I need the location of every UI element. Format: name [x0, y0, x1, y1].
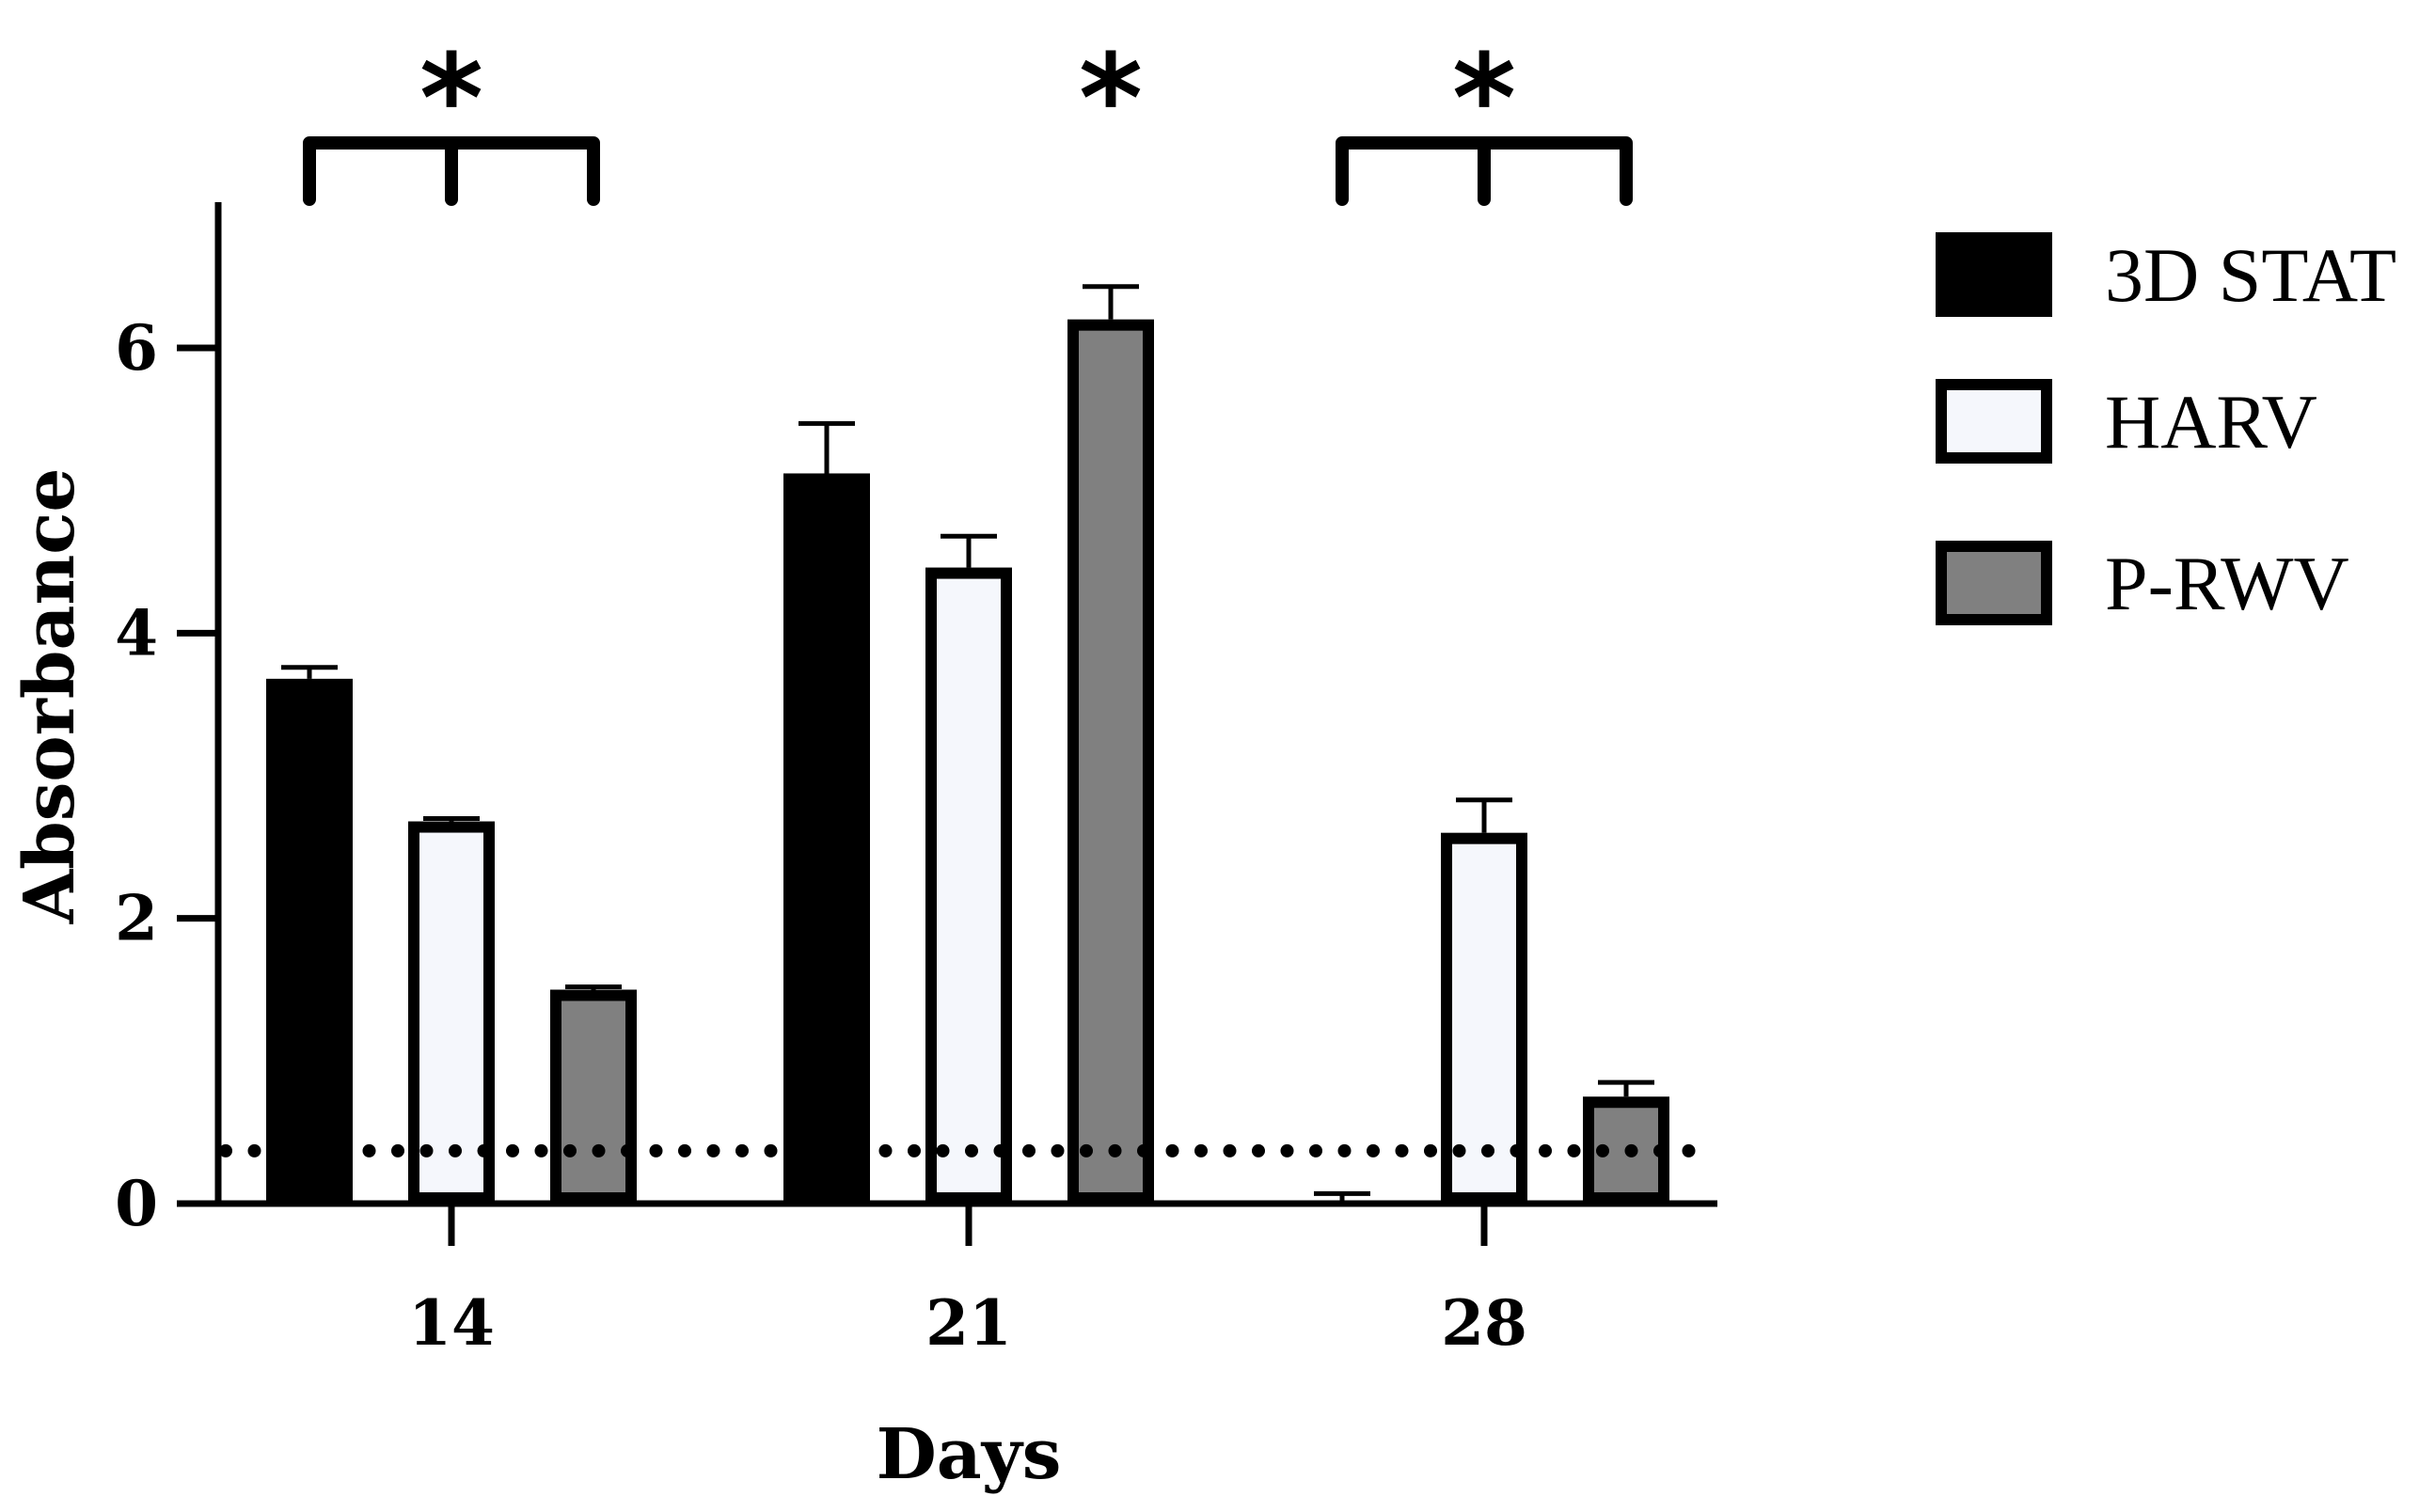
- significance-star-day-28: *: [1452, 27, 1516, 170]
- bar-p-rwv-day-21: [1067, 319, 1154, 1204]
- bar-p-rwv-day-14: [550, 989, 637, 1204]
- bar-3d-stat-day-14: [266, 678, 353, 1204]
- bar-harv-day-21: [925, 567, 1012, 1204]
- bar-3d-stat-day-21: [783, 473, 870, 1204]
- error-bar-harv-day-28: [1456, 797, 1512, 833]
- legend: 3D STAT HARV P-RWV: [1936, 232, 2396, 626]
- y-tick-label-2: 2: [115, 882, 158, 955]
- significance-day-21: *: [1079, 27, 1143, 170]
- significance-day-28: *: [1336, 27, 1633, 206]
- bar-harv-day-14: [408, 821, 495, 1204]
- error-bar-p-rwv-day-14: [565, 984, 622, 990]
- x-tick-label-21: 21: [925, 1286, 1012, 1360]
- x-tick-label-14: 14: [408, 1286, 495, 1360]
- axes-layer: 0 2 4 6 14 21 28: [115, 202, 1717, 1360]
- significance-bracket-day-28: [1336, 136, 1633, 206]
- legend-swatch-p-rwv: [1936, 541, 2052, 625]
- error-bar-harv-day-14: [423, 816, 480, 822]
- legend-item-harv: HARV: [1936, 379, 2317, 465]
- y-tick-label-0: 0: [115, 1167, 158, 1240]
- x-axis-label: Days: [877, 1414, 1062, 1495]
- error-bar-p-rwv-day-21: [1083, 284, 1139, 320]
- significance-star-day-21: *: [1079, 27, 1143, 170]
- significance-layer: * * *: [303, 27, 1633, 206]
- significance-bracket-day-14: [303, 136, 600, 206]
- legend-swatch-3d-stat: [1936, 232, 2052, 317]
- legend-label-harv: HARV: [2105, 379, 2317, 465]
- error-bar-3d-stat-day-14: [281, 665, 338, 679]
- bar-harv-day-28: [1441, 832, 1527, 1205]
- legend-item-p-rwv: P-RWV: [1936, 541, 2349, 626]
- y-tick-label-6: 6: [115, 311, 158, 385]
- error-bars-layer: [281, 284, 1654, 1204]
- significance-day-14: *: [303, 27, 600, 206]
- error-bar-p-rwv-day-28: [1598, 1079, 1654, 1097]
- bars-layer: [266, 319, 1669, 1205]
- legend-swatch-harv: [1936, 379, 2052, 464]
- significance-star-day-14: *: [419, 27, 483, 170]
- legend-label-p-rwv: P-RWV: [2105, 541, 2349, 626]
- error-bar-3d-stat-day-21: [798, 420, 855, 474]
- y-tick-label-4: 4: [115, 596, 158, 669]
- x-tick-label-28: 28: [1441, 1286, 1527, 1360]
- y-axis-label: Absorbance: [9, 468, 90, 925]
- error-bar-harv-day-21: [941, 533, 997, 568]
- legend-item-3d-stat: 3D STAT: [1936, 232, 2396, 318]
- legend-label-3d-stat: 3D STAT: [2105, 232, 2396, 318]
